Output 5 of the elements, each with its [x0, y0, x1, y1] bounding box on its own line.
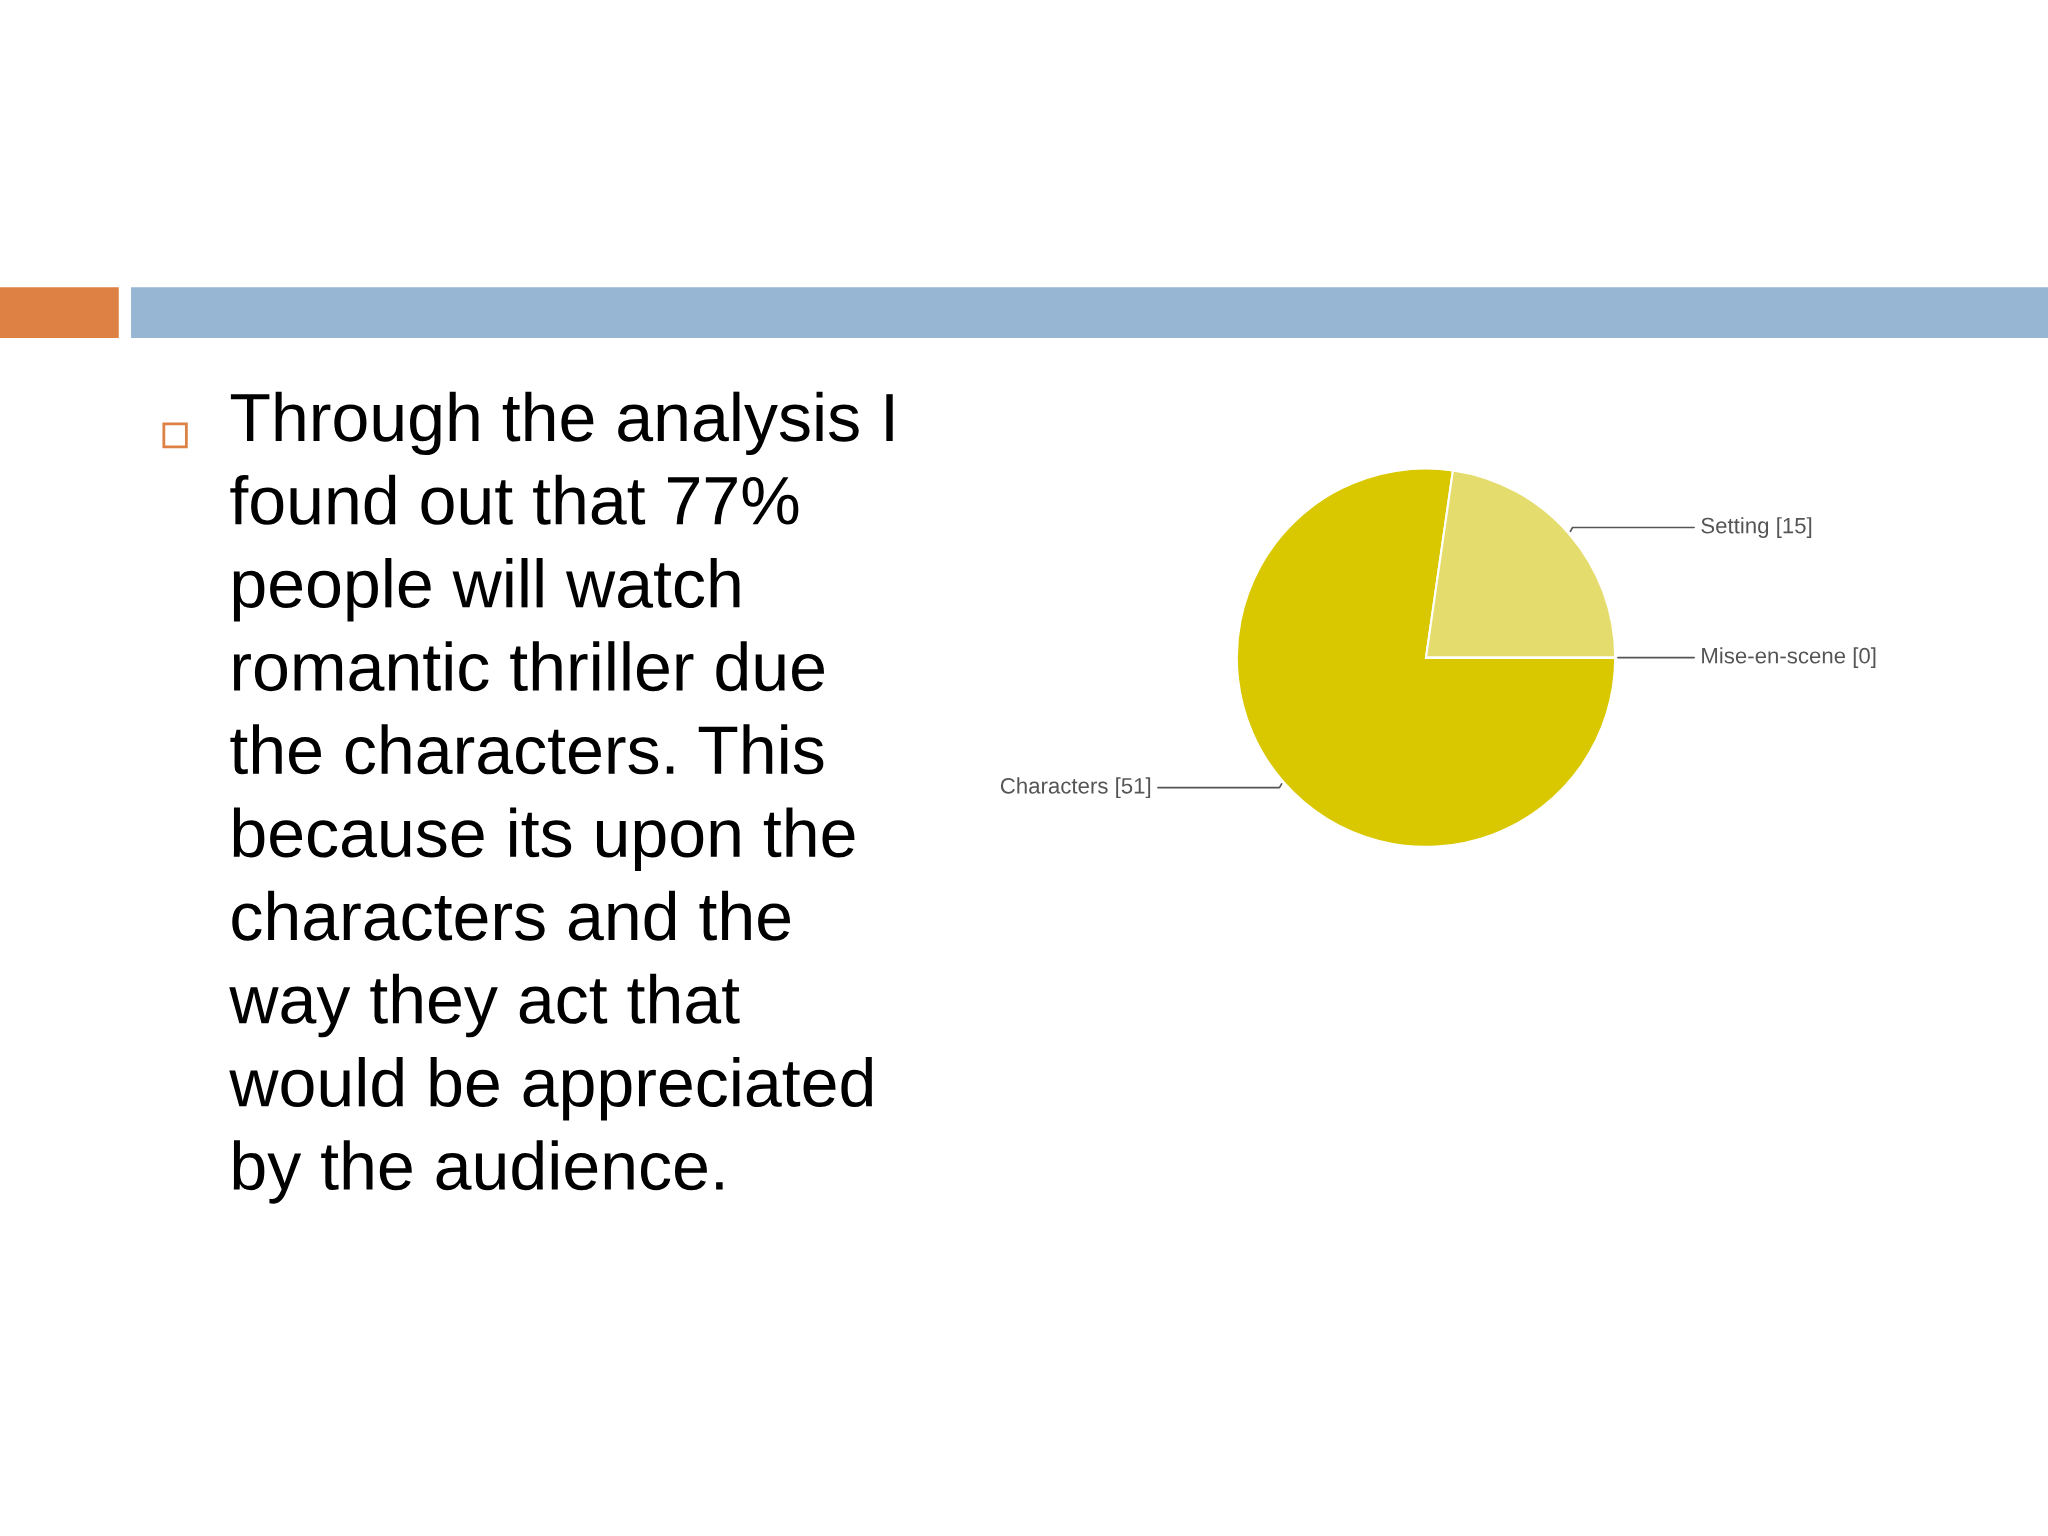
slice-label: Characters [51] [1000, 777, 1151, 799]
pie-slice [1235, 467, 1617, 848]
legend-label: Mise-en-scene [0] [1702, 647, 1876, 668]
text: Through the analysis I found out that 77% people will watch romantic thriller due the characters. This because its upon the characters and the way they act that would be appreciated by the audience. [229, 391, 893, 1204]
slice-label: Setting [15] [1701, 517, 1812, 538]
